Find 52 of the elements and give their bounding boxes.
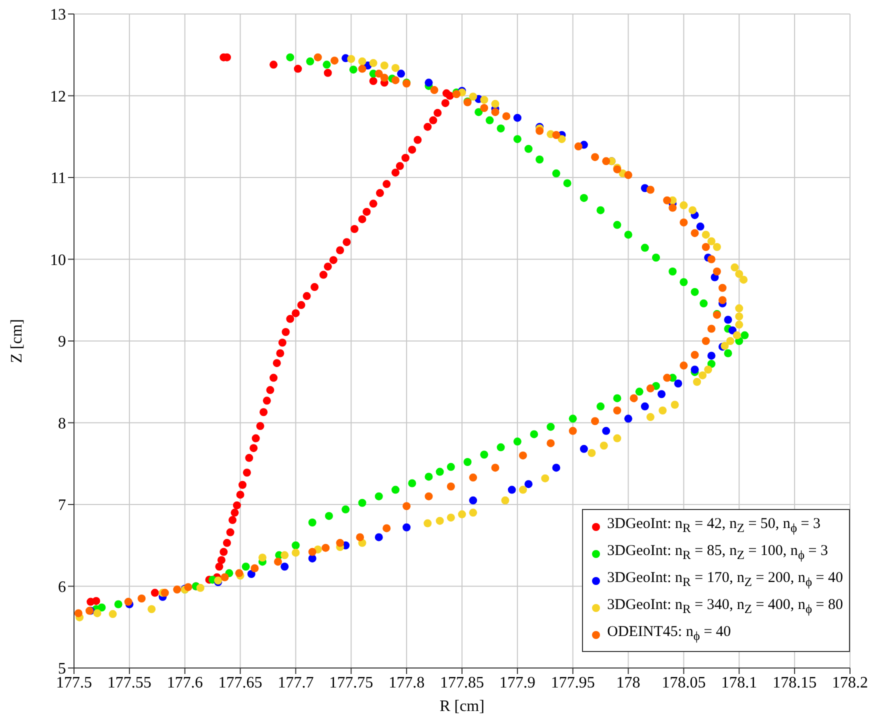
- point: [469, 496, 478, 504]
- x-tick-label: 177.85: [440, 674, 484, 692]
- point: [552, 464, 560, 472]
- x-tick-label: 177.6: [166, 674, 203, 692]
- x-tick-label: 178.2: [832, 674, 868, 692]
- x-tick-label: 178: [616, 674, 640, 692]
- point: [402, 523, 411, 532]
- y-tick-label: 10: [50, 252, 66, 269]
- point: [374, 533, 383, 542]
- x-tick-label: 177.95: [550, 674, 595, 692]
- point: [247, 570, 256, 578]
- legend-label: ODEINT45: n$_{ϕ}$ = 40: [607, 623, 731, 645]
- x-tick-label: 177.65: [218, 674, 262, 692]
- y-tick-label: 12: [50, 88, 66, 106]
- legend-label: 3DGeoInt: n$_{R}$ = 85, n$_{Z}$ = 100, n$_{ϕ}$ = 3: [607, 542, 828, 564]
- point: [508, 486, 516, 494]
- point: [397, 70, 406, 78]
- x-tick-label: 177.9: [499, 674, 536, 692]
- x-tick-label: 177.75: [329, 674, 374, 692]
- x-tick-label: 177.7: [278, 674, 314, 692]
- point: [728, 326, 736, 334]
- y-tick-label: 9: [58, 334, 66, 351]
- point: [580, 444, 588, 453]
- x-tick-label: 177.55: [107, 674, 152, 692]
- x-tick-label: 178.1: [721, 674, 758, 692]
- x-tick-label: 177.8: [388, 674, 425, 692]
- point: [658, 390, 666, 398]
- point: [640, 402, 649, 410]
- point: [280, 562, 289, 571]
- y-tick-label: 13: [50, 6, 66, 24]
- point: [707, 352, 716, 360]
- point: [524, 480, 533, 488]
- y-axis-title: Z [cm]: [8, 319, 26, 363]
- point: [690, 366, 699, 374]
- point: [674, 380, 682, 388]
- legend-label: 3DGeoInt: n$_{R}$ = 170, n$_{Z}$ = 200, n$_{ϕ}$ = 40: [607, 569, 843, 591]
- point: [724, 316, 732, 324]
- y-tick-label: 6: [58, 578, 66, 596]
- point: [696, 222, 704, 231]
- point: [602, 426, 610, 435]
- x-tick-label: 178.05: [662, 674, 706, 692]
- y-tick-label: 11: [50, 170, 66, 188]
- point: [308, 554, 316, 562]
- point: [624, 414, 632, 423]
- legend-label: 3DGeoInt: n$_{R}$ = 340, n$_{Z}$ = 400, n$_{ϕ}$ = 80: [607, 596, 843, 618]
- y-tick-label: 8: [58, 415, 66, 432]
- y-tick-label: 7: [58, 497, 66, 514]
- legend-label: 3DGeoInt: n$_{R}$ = 42, n$_{Z}$ = 50, n$_{ϕ}$ = 3: [607, 515, 820, 537]
- point: [513, 114, 522, 122]
- x-tick-label: 178.15: [772, 674, 817, 692]
- x-axis-title: R [cm]: [440, 698, 484, 715]
- point: [424, 78, 433, 87]
